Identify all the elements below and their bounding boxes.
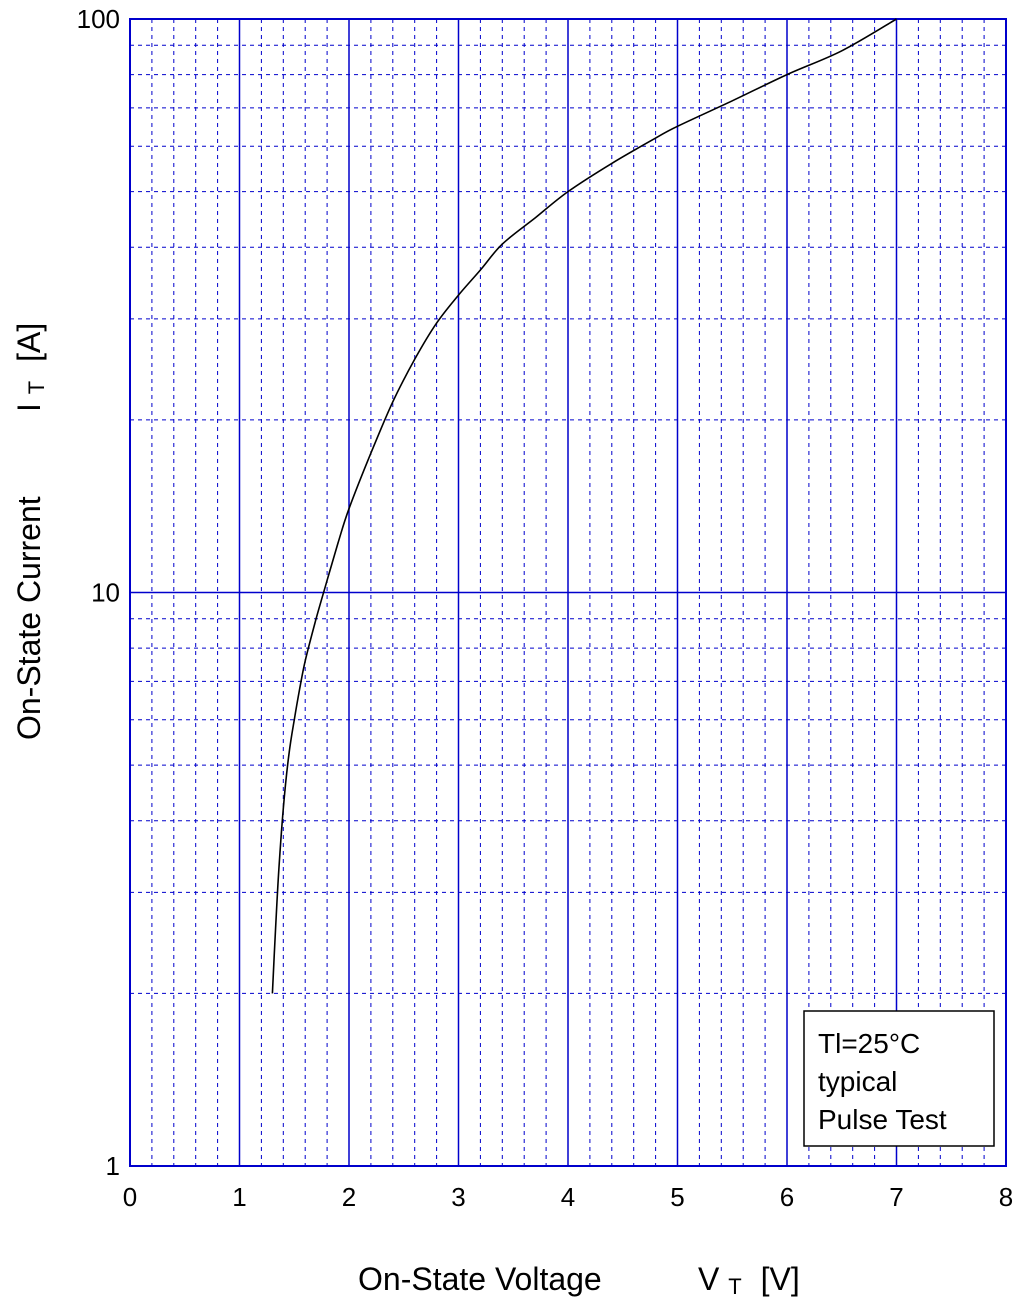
y-axis-title-main: On-State Current bbox=[11, 496, 47, 740]
x-tick-labels: 0 1 2 3 4 5 6 7 8 bbox=[123, 1182, 1013, 1212]
x-axis-subscript: T bbox=[728, 1274, 741, 1297]
annotation-frame bbox=[803, 1010, 995, 1147]
x-tick-label: 0 bbox=[123, 1182, 137, 1212]
y-tick-label: 10 bbox=[91, 578, 120, 608]
minor-grid bbox=[130, 19, 1006, 1166]
annotation-line-3: Pulse Test bbox=[818, 1104, 947, 1135]
y-tick-labels: 1 10 100 bbox=[77, 4, 120, 1181]
x-axis-symbol: V bbox=[698, 1261, 720, 1297]
y-tick-label: 1 bbox=[106, 1151, 120, 1181]
y-axis-unit: [A] bbox=[11, 323, 47, 362]
x-tick-label: 8 bbox=[999, 1182, 1013, 1212]
x-tick-label: 1 bbox=[232, 1182, 246, 1212]
annotation-box: Tl=25°C typical Pulse Test bbox=[803, 1010, 995, 1147]
x-tick-label: 5 bbox=[670, 1182, 684, 1212]
x-tick-label: 7 bbox=[889, 1182, 903, 1212]
x-tick-label: 2 bbox=[342, 1182, 356, 1212]
y-axis-symbol: I bbox=[11, 403, 47, 412]
x-axis-title-main: On-State Voltage bbox=[358, 1261, 602, 1297]
y-tick-label: 100 bbox=[77, 4, 120, 34]
x-axis-title: On-State Voltage V T [V] bbox=[358, 1261, 800, 1297]
annotation-line-2: typical bbox=[818, 1066, 897, 1097]
annotation-line-1: Tl=25°C bbox=[818, 1028, 920, 1059]
x-tick-label: 4 bbox=[561, 1182, 575, 1212]
plot-frame bbox=[129, 18, 1007, 1167]
x-axis-unit: [V] bbox=[761, 1261, 800, 1297]
y-axis-subscript: T bbox=[24, 381, 49, 394]
x-tick-label: 3 bbox=[451, 1182, 465, 1212]
series-line bbox=[271, 18, 897, 994]
x-tick-label: 6 bbox=[780, 1182, 794, 1212]
y-axis-title: On-State Current I T [A] bbox=[11, 323, 51, 740]
